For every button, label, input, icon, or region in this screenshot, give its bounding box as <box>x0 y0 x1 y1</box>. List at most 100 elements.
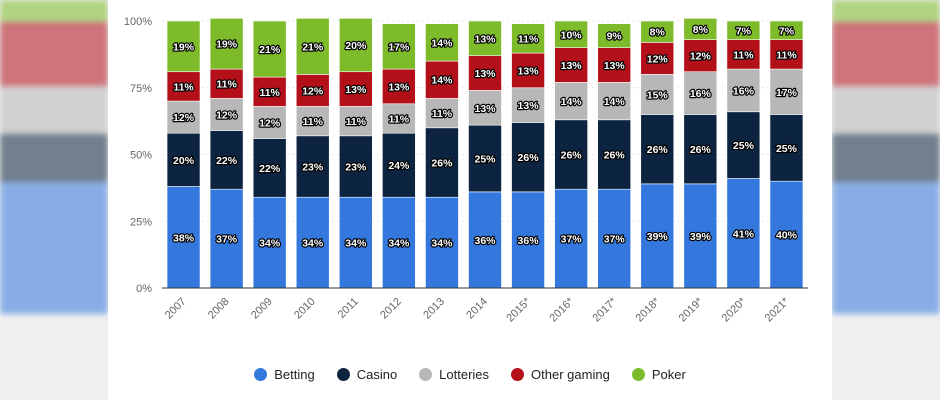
data-label: 37% <box>561 234 583 246</box>
bar-segment-poker[interactable] <box>252 20 287 78</box>
bar-segment-lotteries[interactable] <box>252 106 287 139</box>
legend-label: Casino <box>356 366 398 382</box>
bar-segment-betting[interactable] <box>726 178 761 289</box>
bar-segment-casino[interactable] <box>295 135 330 198</box>
data-label: 14% <box>431 37 453 49</box>
bar-segment-casino[interactable] <box>554 119 588 190</box>
bar-segment-betting[interactable] <box>769 180 804 289</box>
bar-segment-lotteries[interactable] <box>683 71 718 115</box>
bar-segment-betting[interactable] <box>683 183 718 289</box>
data-label: 39% <box>647 231 669 243</box>
bar-segment-other-gaming[interactable] <box>166 71 201 102</box>
data-label: 40% <box>776 230 798 242</box>
legend-item-other-gaming[interactable]: Other gaming <box>511 367 610 382</box>
bar-segment-poker[interactable] <box>425 23 459 62</box>
bar-segment-other-gaming[interactable] <box>382 68 416 105</box>
bar-segment-other-gaming[interactable] <box>295 74 330 107</box>
bar-segment-betting[interactable] <box>468 191 502 289</box>
bar-segment-lotteries[interactable] <box>339 106 373 137</box>
data-label: 11% <box>733 49 754 61</box>
bar-segment-other-gaming[interactable] <box>726 39 761 70</box>
bar-segment-casino[interactable] <box>382 132 416 198</box>
bar-segment-poker[interactable] <box>769 20 804 40</box>
bar-segment-casino[interactable] <box>209 130 244 190</box>
bar-segment-lotteries[interactable] <box>597 82 632 121</box>
bar-segment-lotteries[interactable] <box>209 98 244 131</box>
legend-item-casino[interactable]: Casino <box>336 366 398 382</box>
bar-segment-poker[interactable] <box>166 20 201 73</box>
right-background-blur <box>832 0 940 400</box>
bar-segment-lotteries[interactable] <box>726 68 761 113</box>
data-label: 23% <box>302 162 324 174</box>
y-tick-label: 25% <box>130 216 152 228</box>
bar-segment-casino[interactable] <box>468 124 502 193</box>
bar-segment-lotteries[interactable] <box>640 74 675 115</box>
bar-segment-poker[interactable] <box>554 20 588 49</box>
data-label: 9% <box>607 31 623 43</box>
data-label: 11% <box>389 113 410 125</box>
bar-segment-casino[interactable] <box>683 114 718 185</box>
bar-segment-casino[interactable] <box>640 114 675 185</box>
data-label: 12% <box>690 51 712 63</box>
bar-segment-betting[interactable] <box>209 188 244 289</box>
bar-segment-betting[interactable] <box>166 186 201 289</box>
stacked-bar-chart: 38% 20% 12% 11% 19% 37% 22% 12% 11% 19% 34% 22% 12% 1… <box>124 16 808 324</box>
bar-segment-other-gaming[interactable] <box>554 47 588 83</box>
bar-segment-betting[interactable] <box>252 196 287 289</box>
bar-segment-casino[interactable] <box>511 122 545 193</box>
bar-segment-poker[interactable] <box>382 23 416 70</box>
bar-segment-poker[interactable] <box>640 20 675 43</box>
legend-item-poker[interactable]: Poker <box>631 367 686 382</box>
bar-segment-other-gaming[interactable] <box>683 39 718 73</box>
bar-segment-lotteries[interactable] <box>769 68 804 115</box>
bar-segment-poker[interactable] <box>339 18 373 73</box>
bar-segment-lotteries[interactable] <box>382 103 416 134</box>
data-label: 7% <box>736 25 752 37</box>
bar-segment-casino[interactable] <box>252 138 287 198</box>
bar-segment-casino[interactable] <box>425 127 459 198</box>
bar-segment-casino[interactable] <box>597 119 632 190</box>
bar-segment-other-gaming[interactable] <box>640 42 675 75</box>
data-label: 39% <box>690 231 712 243</box>
bar-segment-betting[interactable] <box>554 188 588 289</box>
legend-item-betting[interactable]: Betting <box>254 367 315 382</box>
x-tick-label: 2012 <box>378 296 404 322</box>
bar-segment-betting[interactable] <box>382 196 416 289</box>
data-label: 21% <box>259 44 281 56</box>
legend-item-lotteries[interactable]: Lotteries <box>419 367 489 382</box>
bar-segment-other-gaming[interactable] <box>339 71 373 107</box>
data-label: 11% <box>216 79 237 91</box>
data-label: 11% <box>173 81 194 93</box>
x-tick-label: 2016* <box>547 295 576 324</box>
bar-segment-lotteries[interactable] <box>468 90 502 126</box>
bar-segment-poker[interactable] <box>468 20 502 57</box>
bar-segment-betting[interactable] <box>339 196 373 289</box>
bar-segment-other-gaming[interactable] <box>209 68 244 99</box>
bar-segment-lotteries[interactable] <box>554 82 588 121</box>
bar-segment-poker[interactable] <box>295 18 330 75</box>
bar-segment-betting[interactable] <box>295 196 330 289</box>
data-label: 13% <box>474 68 496 80</box>
data-label: 13% <box>518 100 540 112</box>
data-label: 13% <box>474 103 496 115</box>
data-label: 37% <box>604 234 626 246</box>
data-label: 22% <box>259 163 281 175</box>
bar-segment-casino[interactable] <box>166 132 201 187</box>
data-label: 12% <box>647 53 669 65</box>
data-label: 20% <box>173 155 195 167</box>
bar-segment-other-gaming[interactable] <box>425 60 459 99</box>
bar-segment-poker[interactable] <box>209 18 244 70</box>
bar-segment-poker[interactable] <box>683 18 718 40</box>
bar-segment-other-gaming[interactable] <box>769 39 804 70</box>
bar-segment-other-gaming[interactable] <box>597 47 632 83</box>
bar-segment-poker[interactable] <box>726 20 761 40</box>
bar-segment-casino[interactable] <box>726 111 761 179</box>
bar-segment-lotteries[interactable] <box>295 106 330 137</box>
data-label: 23% <box>345 162 367 174</box>
data-label: 34% <box>345 238 367 250</box>
bar-segment-poker[interactable] <box>511 23 545 54</box>
data-label: 41% <box>733 228 755 240</box>
data-label: 22% <box>216 155 238 167</box>
bar-segment-poker[interactable] <box>597 23 632 49</box>
left-background-blur <box>0 0 108 400</box>
